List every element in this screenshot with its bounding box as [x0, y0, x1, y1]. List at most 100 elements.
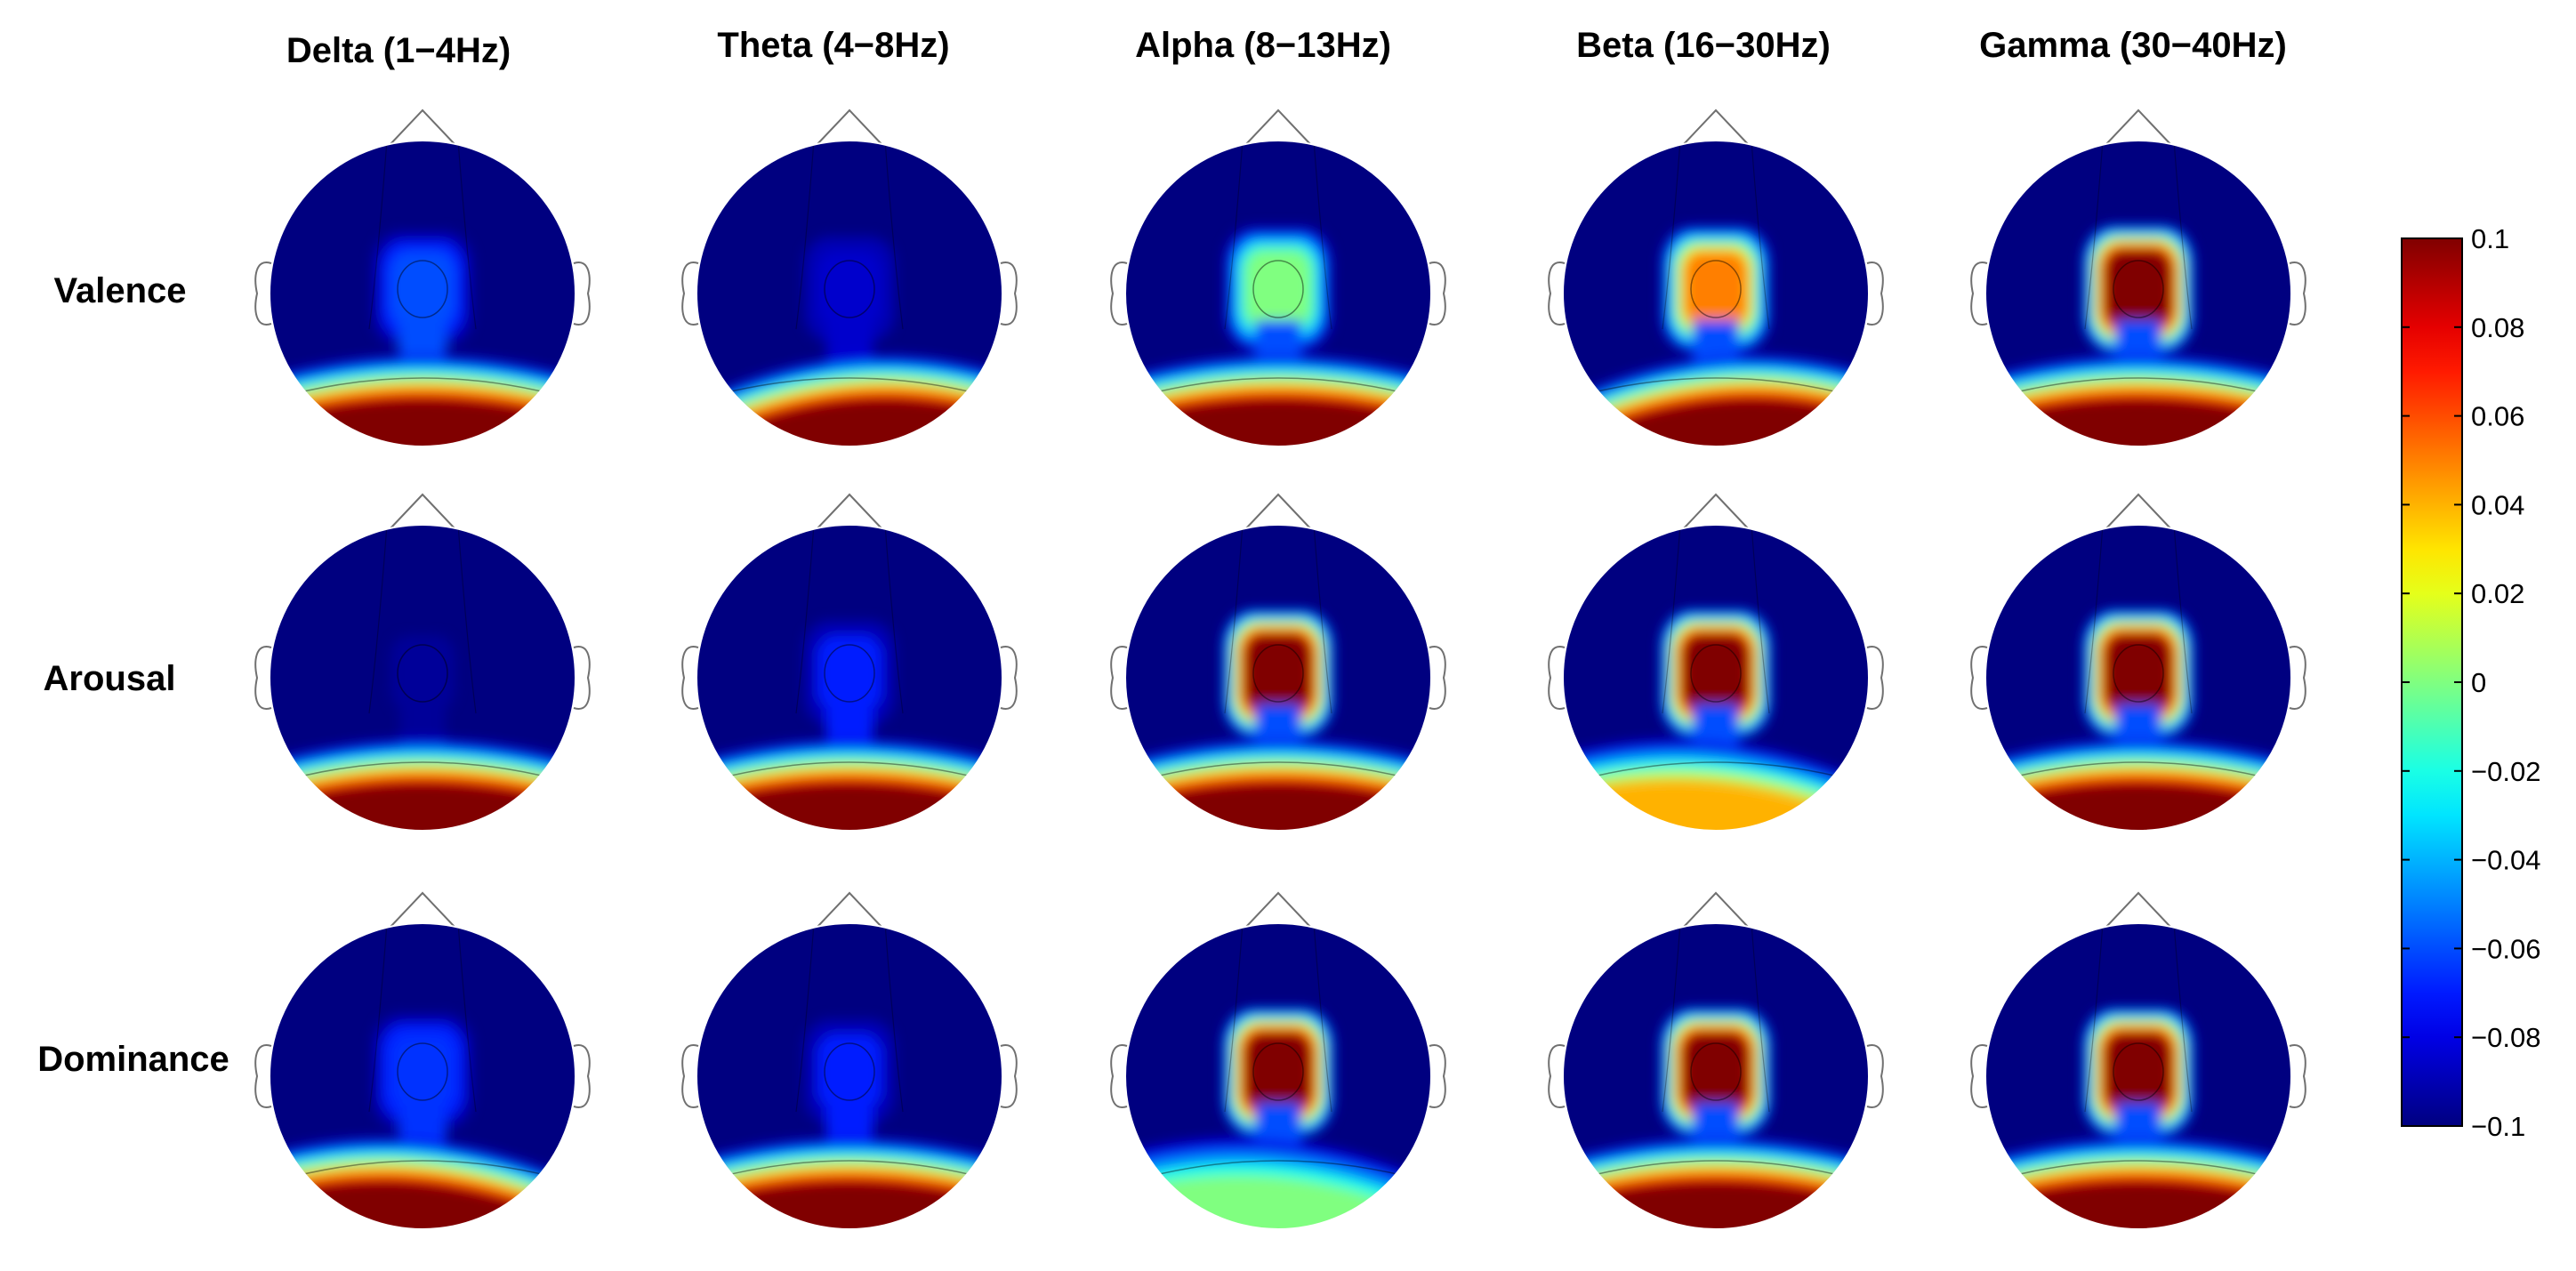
colorbar-tick-label: −0.04 [2471, 845, 2540, 876]
central-activation-band [390, 636, 455, 711]
right-ear-outline [1000, 1044, 1018, 1108]
posterior-activation-band [1125, 782, 1431, 831]
head-map [1548, 109, 1884, 447]
head-map [1110, 493, 1446, 832]
column-header-beta: Beta (16−30Hz) [1576, 26, 1831, 65]
central-activation-band [2106, 1034, 2170, 1109]
head-outline [1984, 524, 2292, 832]
posterior-activation-band [1125, 398, 1431, 446]
contour-line [824, 260, 875, 318]
contour-line [696, 761, 1002, 785]
contour-line [1224, 525, 1332, 714]
right-ear-outline [1000, 261, 1018, 326]
contour-line [1662, 923, 1770, 1113]
nose-outline [1245, 493, 1311, 529]
contour-line [1224, 923, 1332, 1113]
right-ear-outline [1866, 261, 1884, 326]
head-outline [1124, 524, 1432, 832]
nose-outline [2105, 493, 2171, 529]
right-ear-outline [2289, 261, 2306, 326]
right-ear-outline [1866, 646, 1884, 710]
head-map [1548, 493, 1884, 832]
colorbar: 0.1 0.08 0.06 0.04 0.02 0 −0.02 −0.04 −0.06 −0.08… [2401, 223, 2540, 1142]
contour-line [824, 644, 875, 703]
left-ear-outline [1548, 646, 1566, 710]
right-ear-outline [1866, 1044, 1884, 1108]
posterior-activation-band [696, 1180, 1002, 1229]
central-activation-band [2106, 636, 2170, 711]
nose-outline [390, 109, 455, 145]
posterior-activation-band [270, 398, 576, 446]
left-ear-outline [254, 1044, 272, 1108]
contour-line [1690, 260, 1742, 318]
head-outline [1124, 140, 1432, 447]
head-outline [1562, 922, 1870, 1230]
contour-line [397, 1042, 448, 1101]
colorbar-tick-label: −0.1 [2471, 1111, 2525, 1142]
nose-outline [2105, 109, 2171, 145]
contour-line [1125, 761, 1431, 785]
contour-line [1985, 377, 2291, 401]
contour-line [397, 644, 448, 703]
posterior-activation-band [1985, 398, 2291, 446]
central-activation-band [1684, 636, 1748, 711]
contour-line [1662, 141, 1770, 330]
right-ear-outline [573, 1044, 591, 1108]
row-label-arousal: Arousal [44, 659, 176, 698]
posterior-activation-band [696, 782, 1002, 831]
head-outline [269, 922, 576, 1230]
colorbar-tick-label: 0 [2471, 667, 2486, 698]
column-header-delta: Delta (1−4Hz) [286, 31, 511, 70]
central-activation-band [817, 252, 881, 326]
left-ear-outline [1110, 1044, 1128, 1108]
central-activation-band [1684, 1034, 1748, 1109]
contour-line [368, 525, 477, 714]
column-header-gamma: Gamma (30−40Hz) [1979, 26, 2287, 65]
colorbar-tick-label: −0.06 [2471, 933, 2540, 964]
column-header-theta: Theta (4−8Hz) [717, 26, 949, 65]
colorbar-tick-label: −0.02 [2471, 756, 2540, 787]
contour-line [696, 377, 1002, 401]
posterior-activation-band [1563, 1180, 1869, 1229]
head-outline [696, 922, 1003, 1230]
column-header-alpha: Alpha (8−13Hz) [1135, 26, 1391, 65]
nose-outline [1683, 493, 1749, 529]
left-ear-outline [1970, 1044, 1988, 1108]
nose-outline [390, 891, 455, 928]
right-ear-outline [2289, 646, 2306, 710]
contour-line [1125, 1160, 1431, 1184]
contour-line [1662, 525, 1770, 714]
nose-outline [817, 891, 882, 928]
posterior-activation-band [1985, 782, 2291, 831]
posterior-activation-band [270, 782, 576, 831]
left-ear-outline [681, 261, 699, 326]
contour-line [824, 1042, 875, 1101]
contour-line [1224, 141, 1332, 330]
head-outline [1984, 140, 2292, 447]
head-map [1970, 493, 2306, 832]
nose-outline [1683, 109, 1749, 145]
row-label-valence: Valence [53, 271, 186, 310]
nose-outline [817, 109, 882, 145]
head-map [1548, 891, 1884, 1230]
head-map [1110, 891, 1446, 1230]
central-activation-band [1246, 252, 1310, 326]
row-label-dominance: Dominance [37, 1040, 229, 1079]
left-ear-outline [1110, 646, 1128, 710]
contour-line [1985, 1160, 2291, 1184]
right-ear-outline [1429, 261, 1446, 326]
contour-line [1252, 260, 1304, 318]
head-outline [1562, 524, 1870, 832]
left-ear-outline [681, 1044, 699, 1108]
head-outline [269, 140, 576, 447]
left-ear-outline [1548, 1044, 1566, 1108]
colorbar-tick-label: 0.06 [2471, 401, 2524, 432]
contour-line [696, 1160, 1002, 1184]
head-map [681, 493, 1018, 832]
head-map [1110, 109, 1446, 447]
contour-line [397, 260, 448, 318]
head-map [681, 891, 1018, 1230]
right-ear-outline [1429, 646, 1446, 710]
nose-outline [1245, 891, 1311, 928]
